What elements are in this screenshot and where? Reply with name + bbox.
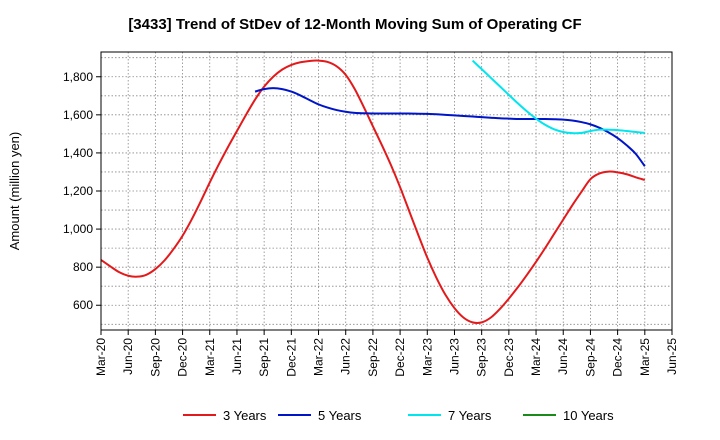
y-tick-label: 1,000 (63, 222, 93, 236)
x-tick-label: Sep-23 (475, 338, 489, 377)
plot-area (100, 51, 673, 331)
y-axis-ticks: 600 800 1,000 1,200 1,400 1,600 1,800 (63, 70, 101, 312)
x-tick-label: Sep-21 (257, 338, 271, 377)
x-tick-label: Jun-24 (556, 338, 570, 375)
y-tick-label: 1,800 (63, 70, 93, 84)
x-tick-label: Dec-21 (284, 338, 298, 377)
series-line-5-years (254, 87, 646, 167)
series-line-3-years (100, 59, 646, 324)
y-tick-label: 1,600 (63, 108, 93, 122)
x-tick-label: Sep-22 (366, 338, 380, 377)
x-tick-label: Sep-24 (583, 338, 597, 377)
x-tick-label: Mar-20 (94, 338, 108, 376)
x-tick-label: Mar-24 (529, 338, 543, 376)
y-tick-label: 1,400 (63, 146, 93, 160)
x-tick-label: Jun-23 (447, 338, 461, 375)
x-tick-label: Dec-23 (502, 338, 516, 377)
series-line-7-years (471, 59, 645, 135)
plot-background (101, 52, 672, 330)
legend-label-3-years: 3 Years (223, 408, 267, 423)
x-axis-ticks: Mar-20 Jun-20 Sep-20 Dec-20 Mar-21 Jun-21 Sep-… (94, 330, 679, 377)
x-tick-label: Dec-22 (393, 338, 407, 377)
x-tick-label: Mar-21 (203, 338, 217, 376)
x-tick-label: Mar-22 (312, 338, 326, 376)
x-tick-label: Mar-23 (420, 338, 434, 376)
y-axis-label: Amount (million yen) (7, 132, 22, 251)
legend: 3 Years 5 Years 7 Years 10 Years (183, 408, 614, 423)
chart-title: [3433] Trend of StDev of 12-Month Moving… (128, 16, 581, 33)
x-tick-label: Jun-22 (339, 338, 353, 375)
x-tick-label: Sep-20 (148, 338, 162, 377)
x-tick-label: Jun-25 (665, 338, 679, 375)
x-tick-label: Jun-21 (230, 338, 244, 375)
legend-label-5-years: 5 Years (318, 408, 362, 423)
series-lines (100, 59, 646, 324)
y-tick-label: 1,200 (63, 184, 93, 198)
x-tick-label: Dec-20 (176, 338, 190, 377)
y-tick-label: 600 (73, 298, 93, 312)
legend-label-10-years: 10 Years (563, 408, 614, 423)
y-tick-label: 800 (73, 260, 93, 274)
x-tick-label: Jun-20 (121, 338, 135, 375)
x-tick-label: Mar-25 (638, 338, 652, 376)
x-tick-label: Dec-24 (611, 338, 625, 377)
legend-label-7-years: 7 Years (448, 408, 492, 423)
